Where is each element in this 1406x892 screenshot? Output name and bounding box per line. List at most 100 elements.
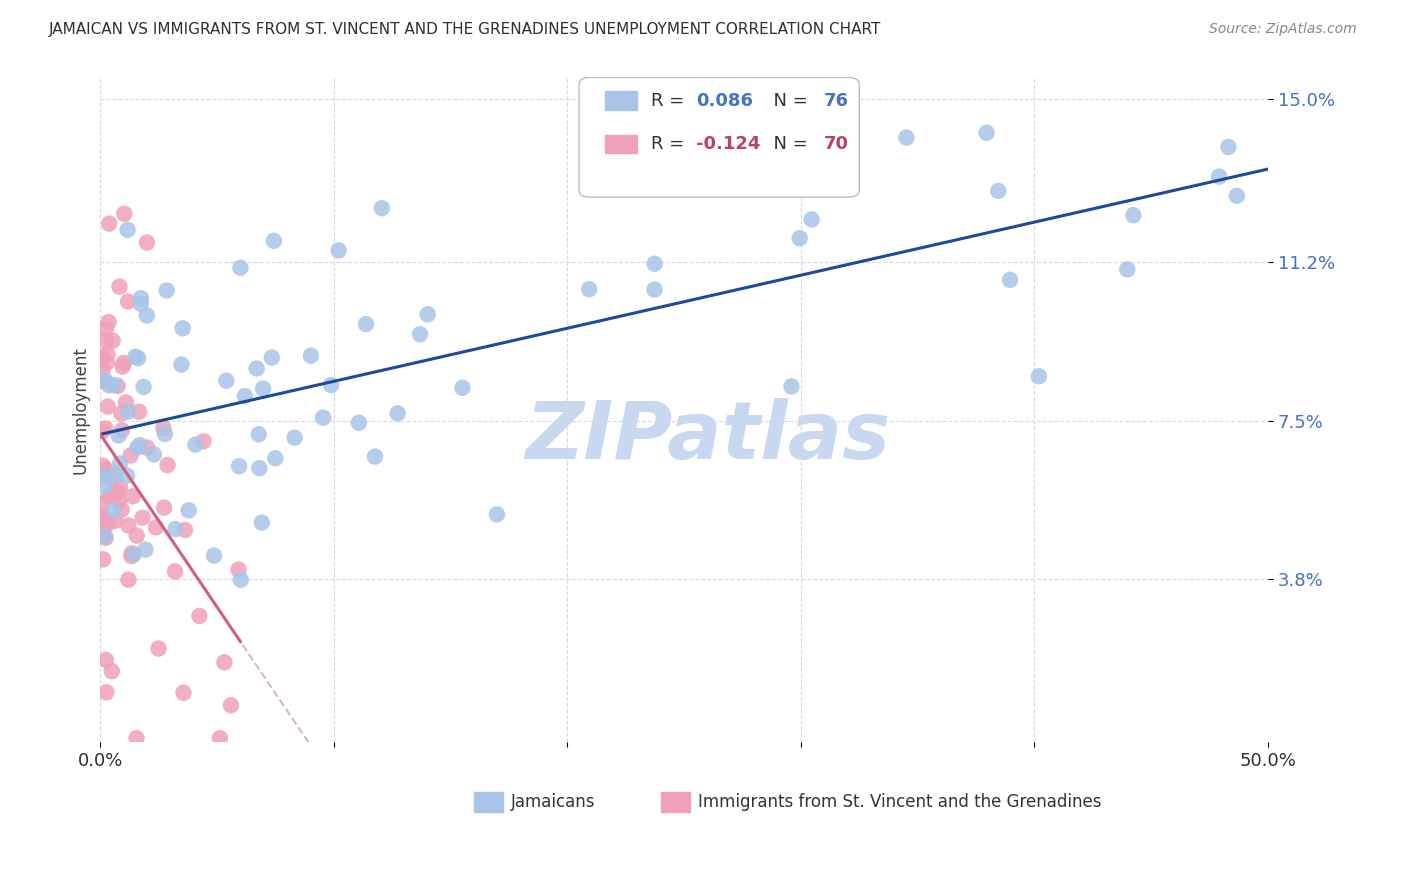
- FancyBboxPatch shape: [579, 78, 859, 197]
- Point: [387, 406, 409, 420]
- Point: [644, 257, 666, 271]
- Point: [896, 130, 918, 145]
- Point: [117, 294, 139, 309]
- Point: [115, 395, 138, 409]
- Point: [94, 322, 117, 336]
- Point: [103, 503, 125, 517]
- Point: [174, 523, 197, 537]
- Point: [1116, 262, 1139, 277]
- Point: [94, 462, 117, 476]
- Point: [153, 500, 176, 515]
- Point: [100, 470, 122, 484]
- Text: ZIPatlas: ZIPatlas: [524, 398, 890, 475]
- Point: [128, 438, 150, 452]
- Point: [131, 510, 153, 524]
- Point: [214, 656, 236, 670]
- Point: [107, 485, 129, 500]
- Point: [451, 381, 474, 395]
- Point: [364, 450, 387, 464]
- Point: [125, 528, 148, 542]
- Text: 70: 70: [824, 135, 849, 153]
- Point: [578, 282, 600, 296]
- Point: [219, 698, 242, 713]
- Point: [328, 244, 350, 258]
- Point: [117, 404, 139, 418]
- Point: [96, 685, 118, 699]
- Point: [94, 531, 117, 545]
- Point: [173, 686, 195, 700]
- Point: [112, 356, 135, 370]
- Point: [110, 407, 132, 421]
- Bar: [474, 792, 503, 813]
- Point: [117, 223, 139, 237]
- Point: [124, 350, 146, 364]
- Point: [228, 563, 250, 577]
- Point: [96, 355, 118, 369]
- Point: [247, 461, 270, 475]
- Text: N =: N =: [762, 92, 814, 110]
- Point: [184, 437, 207, 451]
- Point: [250, 516, 273, 530]
- Bar: [605, 135, 637, 153]
- Point: [229, 260, 252, 275]
- Point: [163, 565, 186, 579]
- Point: [1122, 208, 1144, 222]
- Point: [136, 441, 159, 455]
- Point: [107, 379, 129, 393]
- Point: [97, 400, 120, 414]
- Point: [976, 126, 998, 140]
- Point: [165, 522, 187, 536]
- Point: [121, 489, 143, 503]
- Text: Jamaicans: Jamaicans: [512, 793, 596, 812]
- Point: [416, 307, 439, 321]
- Point: [115, 468, 138, 483]
- Point: [94, 373, 117, 387]
- Point: [108, 493, 131, 508]
- Point: [202, 549, 225, 563]
- Point: [284, 431, 307, 445]
- Point: [122, 547, 145, 561]
- Point: [264, 451, 287, 466]
- Point: [94, 466, 117, 480]
- Point: [91, 362, 114, 376]
- Text: JAMAICAN VS IMMIGRANTS FROM ST. VINCENT AND THE GRENADINES UNEMPLOYMENT CORRELAT: JAMAICAN VS IMMIGRANTS FROM ST. VINCENT …: [49, 22, 882, 37]
- Point: [299, 349, 322, 363]
- Point: [252, 382, 274, 396]
- Point: [121, 546, 143, 560]
- Point: [91, 528, 114, 542]
- Point: [110, 481, 132, 495]
- Point: [91, 424, 114, 438]
- Point: [409, 327, 432, 342]
- Point: [128, 405, 150, 419]
- Point: [107, 428, 129, 442]
- Point: [125, 731, 148, 746]
- Point: [145, 520, 167, 534]
- Point: [228, 459, 250, 474]
- Point: [98, 489, 121, 503]
- Point: [152, 421, 174, 435]
- Point: [1226, 188, 1249, 202]
- Point: [121, 549, 143, 563]
- Point: [94, 530, 117, 544]
- Point: [134, 542, 156, 557]
- Point: [91, 350, 114, 364]
- Point: [91, 509, 114, 524]
- Point: [104, 514, 127, 528]
- Point: [132, 380, 155, 394]
- Point: [247, 427, 270, 442]
- Point: [312, 410, 335, 425]
- Point: [644, 283, 666, 297]
- Point: [246, 361, 269, 376]
- Point: [103, 378, 125, 392]
- Point: [142, 447, 165, 461]
- Point: [229, 573, 252, 587]
- Text: R =: R =: [651, 135, 690, 153]
- Point: [188, 609, 211, 624]
- Point: [998, 273, 1021, 287]
- Point: [94, 653, 117, 667]
- Bar: [661, 792, 690, 813]
- Point: [98, 217, 121, 231]
- Point: [129, 291, 152, 305]
- Point: [104, 467, 127, 482]
- Point: [789, 231, 811, 245]
